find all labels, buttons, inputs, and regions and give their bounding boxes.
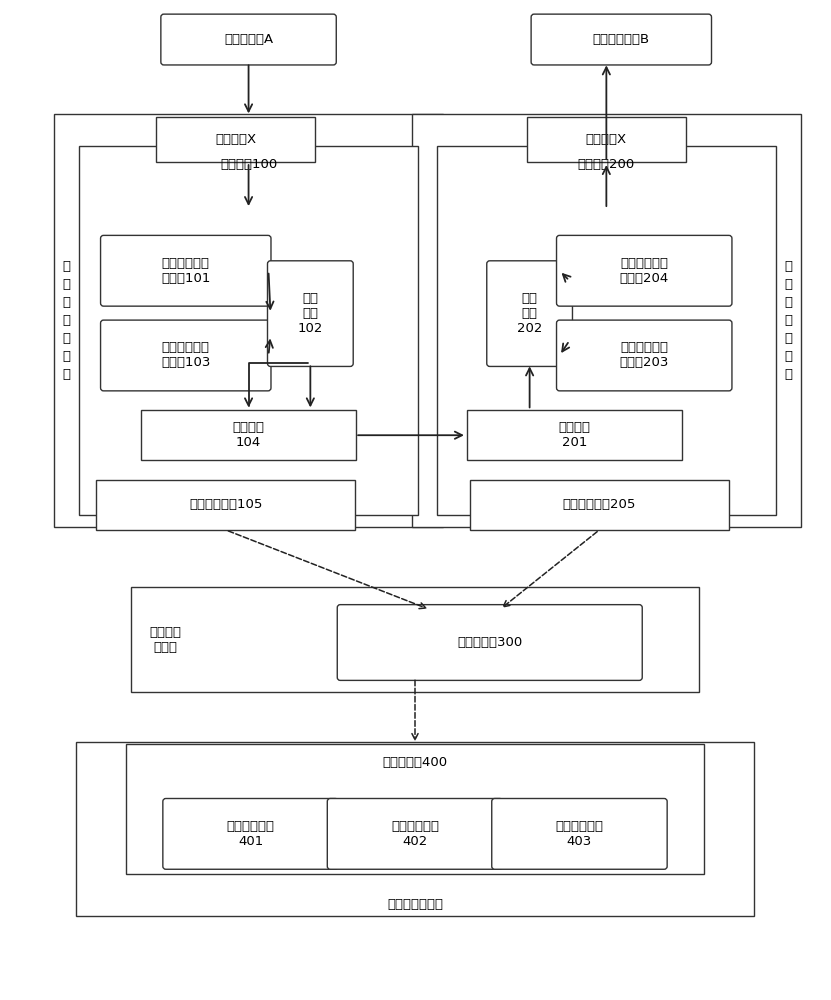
Bar	[54, 114, 443, 527]
Text: 接收后业务处
理模块204: 接收后业务处 理模块204	[620, 257, 669, 285]
Text: 数据文件X: 数据文件X	[586, 133, 627, 146]
Bar	[156, 117, 315, 162]
Text: 系统管理模块105: 系统管理模块105	[189, 498, 263, 511]
FancyBboxPatch shape	[492, 798, 667, 869]
Bar	[79, 146, 418, 515]
Text: 数据文件X: 数据文件X	[215, 133, 256, 146]
Text: 源业务系统A: 源业务系统A	[224, 33, 273, 46]
Text: 消息服务器300: 消息服务器300	[457, 636, 523, 649]
FancyBboxPatch shape	[161, 14, 337, 65]
FancyBboxPatch shape	[557, 235, 732, 306]
Text: 监控管理模块
402: 监控管理模块 402	[391, 820, 439, 848]
Bar	[76, 742, 754, 916]
FancyBboxPatch shape	[327, 798, 503, 869]
Text: 系统管理模块205: 系统管理模块205	[563, 498, 636, 511]
Text: 发送代理100: 发送代理100	[220, 158, 278, 171]
Bar	[467, 410, 681, 460]
FancyBboxPatch shape	[337, 605, 642, 680]
Text: 任务管理模块
401: 任务管理模块 401	[227, 820, 274, 848]
Text: 接收代理200: 接收代理200	[578, 158, 635, 171]
Text: 发送前业务处
理模块101: 发送前业务处 理模块101	[161, 257, 210, 285]
Bar	[131, 587, 699, 692]
FancyBboxPatch shape	[557, 320, 732, 391]
Text: 管理控制台400: 管理控制台400	[382, 756, 448, 769]
Text: 接收模块
201: 接收模块 201	[558, 421, 591, 449]
Text: 发送
队列
102: 发送 队列 102	[297, 292, 323, 335]
Bar	[527, 117, 686, 162]
Bar	[141, 410, 356, 460]
Text: 发送模块
104: 发送模块 104	[233, 421, 264, 449]
Text: 目标业务系统B: 目标业务系统B	[593, 33, 650, 46]
Text: 接
收
节
点
服
务
器: 接 收 节 点 服 务 器	[784, 260, 793, 381]
FancyBboxPatch shape	[101, 235, 271, 306]
Text: 消息节点
服务器: 消息节点 服务器	[150, 626, 182, 654]
Bar	[126, 744, 704, 874]
Text: 接收
队列
202: 接收 队列 202	[517, 292, 543, 335]
Bar	[437, 146, 776, 515]
FancyBboxPatch shape	[531, 14, 711, 65]
FancyBboxPatch shape	[487, 261, 573, 366]
Text: 发
送
节
点
服
务
器: 发 送 节 点 服 务 器	[62, 260, 70, 381]
Text: 节点管理模块
403: 节点管理模块 403	[555, 820, 603, 848]
Bar	[96, 480, 355, 530]
Text: 接收后数据处
理模块203: 接收后数据处 理模块203	[620, 341, 669, 369]
FancyBboxPatch shape	[101, 320, 271, 391]
Bar	[470, 480, 729, 530]
FancyBboxPatch shape	[268, 261, 353, 366]
Bar	[412, 114, 801, 527]
Text: 管理节点服务器: 管理节点服务器	[387, 898, 443, 911]
Text: 发送前数据处
理模块103: 发送前数据处 理模块103	[161, 341, 210, 369]
FancyBboxPatch shape	[163, 798, 338, 869]
